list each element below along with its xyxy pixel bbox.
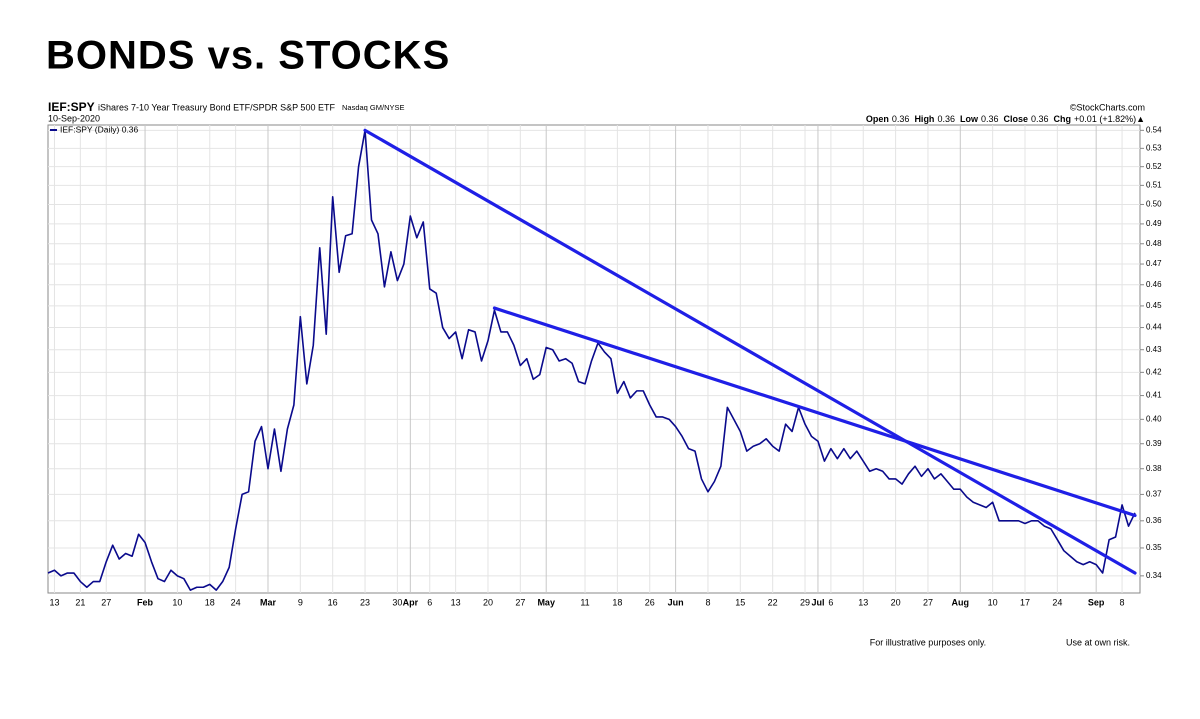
x-tick-label: 11 — [580, 597, 589, 607]
y-tick-label: 0.46 — [1146, 280, 1162, 289]
quote-label: Close — [1004, 114, 1029, 124]
data-line — [47, 129, 1136, 591]
y-tick-label: 0.50 — [1146, 200, 1162, 209]
symbol: IEF:SPY — [48, 100, 95, 114]
x-tick-label: Aug — [952, 597, 970, 607]
y-tick-label: 0.51 — [1146, 180, 1162, 189]
y-tick-label: 0.35 — [1146, 543, 1162, 552]
x-tick-label: 20 — [483, 597, 493, 607]
quote-value: 0.36 — [981, 114, 999, 124]
quote-label: Open — [866, 114, 889, 124]
y-tick-label: 0.40 — [1146, 414, 1162, 423]
y-tick-label: 0.37 — [1146, 490, 1162, 499]
x-tick-label: 20 — [891, 597, 901, 607]
y-tick-label: 0.54 — [1146, 125, 1162, 134]
quote-value: 0.36 — [937, 114, 955, 124]
y-tick-label: 0.49 — [1146, 219, 1162, 228]
x-tick-label: 21 — [75, 597, 85, 607]
x-tick-label: 27 — [101, 597, 111, 607]
x-tick-label: 27 — [923, 597, 933, 607]
x-tick-label: 15 — [735, 597, 745, 607]
x-tick-label: 6 — [427, 597, 432, 607]
legend-label: IEF:SPY (Daily) 0.36 — [60, 124, 139, 134]
x-tick-label: 16 — [328, 597, 338, 607]
x-tick-label: 24 — [1052, 597, 1062, 607]
trend-line — [363, 128, 1137, 575]
source: ©StockCharts.com — [1070, 102, 1145, 112]
exchange: Nasdaq GM/NYSE — [342, 103, 405, 112]
y-tick-label: 0.38 — [1146, 464, 1162, 473]
x-tick-label: Jun — [668, 597, 684, 607]
x-tick-label: 24 — [231, 597, 241, 607]
y-tick-label: 0.42 — [1146, 367, 1162, 376]
x-tick-label: 30 — [392, 597, 402, 607]
x-tick-label: 10 — [172, 597, 182, 607]
y-tick-label: 0.45 — [1146, 301, 1162, 310]
y-tick-label: 0.53 — [1146, 143, 1162, 152]
x-tick-label: 22 — [768, 597, 778, 607]
description: iShares 7-10 Year Treasury Bond ETF/SPDR… — [98, 102, 335, 112]
x-tick-label: 23 — [360, 597, 370, 607]
x-tick-label: 8 — [1120, 597, 1125, 607]
x-tick-label: 17 — [1020, 597, 1030, 607]
x-tick-label: 18 — [612, 597, 622, 607]
y-tick-label: 0.39 — [1146, 439, 1162, 448]
x-tick-label: 6 — [828, 597, 833, 607]
x-tick-label: 10 — [988, 597, 998, 607]
footer-right: Use at own risk. — [1066, 637, 1130, 647]
x-tick-label: May — [537, 597, 555, 607]
quote-value: 0.36 — [892, 114, 910, 124]
y-tick-label: 0.44 — [1146, 323, 1162, 332]
quote-label: Low — [960, 114, 979, 124]
x-tick-label: Apr — [403, 597, 419, 607]
quote-label: Chg — [1054, 114, 1072, 124]
y-tick-label: 0.52 — [1146, 162, 1162, 171]
x-tick-label: 13 — [858, 597, 868, 607]
x-tick-label: 18 — [205, 597, 215, 607]
quote-value: +0.01 (+1.82%)▲ — [1074, 114, 1145, 124]
x-tick-label: Mar — [260, 597, 277, 607]
y-tick-label: 0.41 — [1146, 391, 1162, 400]
x-tick-label: 26 — [645, 597, 655, 607]
x-tick-label: 13 — [451, 597, 461, 607]
y-tick-label: 0.34 — [1146, 571, 1162, 580]
y-tick-label: 0.36 — [1146, 516, 1162, 525]
x-tick-label: Feb — [137, 597, 154, 607]
x-tick-label: 27 — [515, 597, 525, 607]
x-tick-label: 29 — [800, 597, 810, 607]
footer-left: For illustrative purposes only. — [870, 637, 986, 647]
y-tick-label: 0.43 — [1146, 345, 1162, 354]
x-tick-label: Sep — [1088, 597, 1105, 607]
x-tick-label: 8 — [705, 597, 710, 607]
chart-title: BONDS vs. STOCKS — [46, 34, 450, 78]
x-tick-label: Jul — [811, 597, 824, 607]
quote: Open 0.36 High 0.36 Low 0.36 Close 0.36 Chg +0.01… — [866, 114, 1145, 124]
x-tick-label: 13 — [49, 597, 59, 607]
quote-value: 0.36 — [1031, 114, 1049, 124]
y-tick-label: 0.47 — [1146, 259, 1162, 268]
quote-label: High — [914, 114, 934, 124]
date: 10-Sep-2020 — [48, 113, 100, 123]
plot-frame — [47, 124, 1141, 594]
x-tick-label: 9 — [298, 597, 303, 607]
trend-line — [492, 306, 1137, 518]
y-tick-label: 0.48 — [1146, 239, 1162, 248]
